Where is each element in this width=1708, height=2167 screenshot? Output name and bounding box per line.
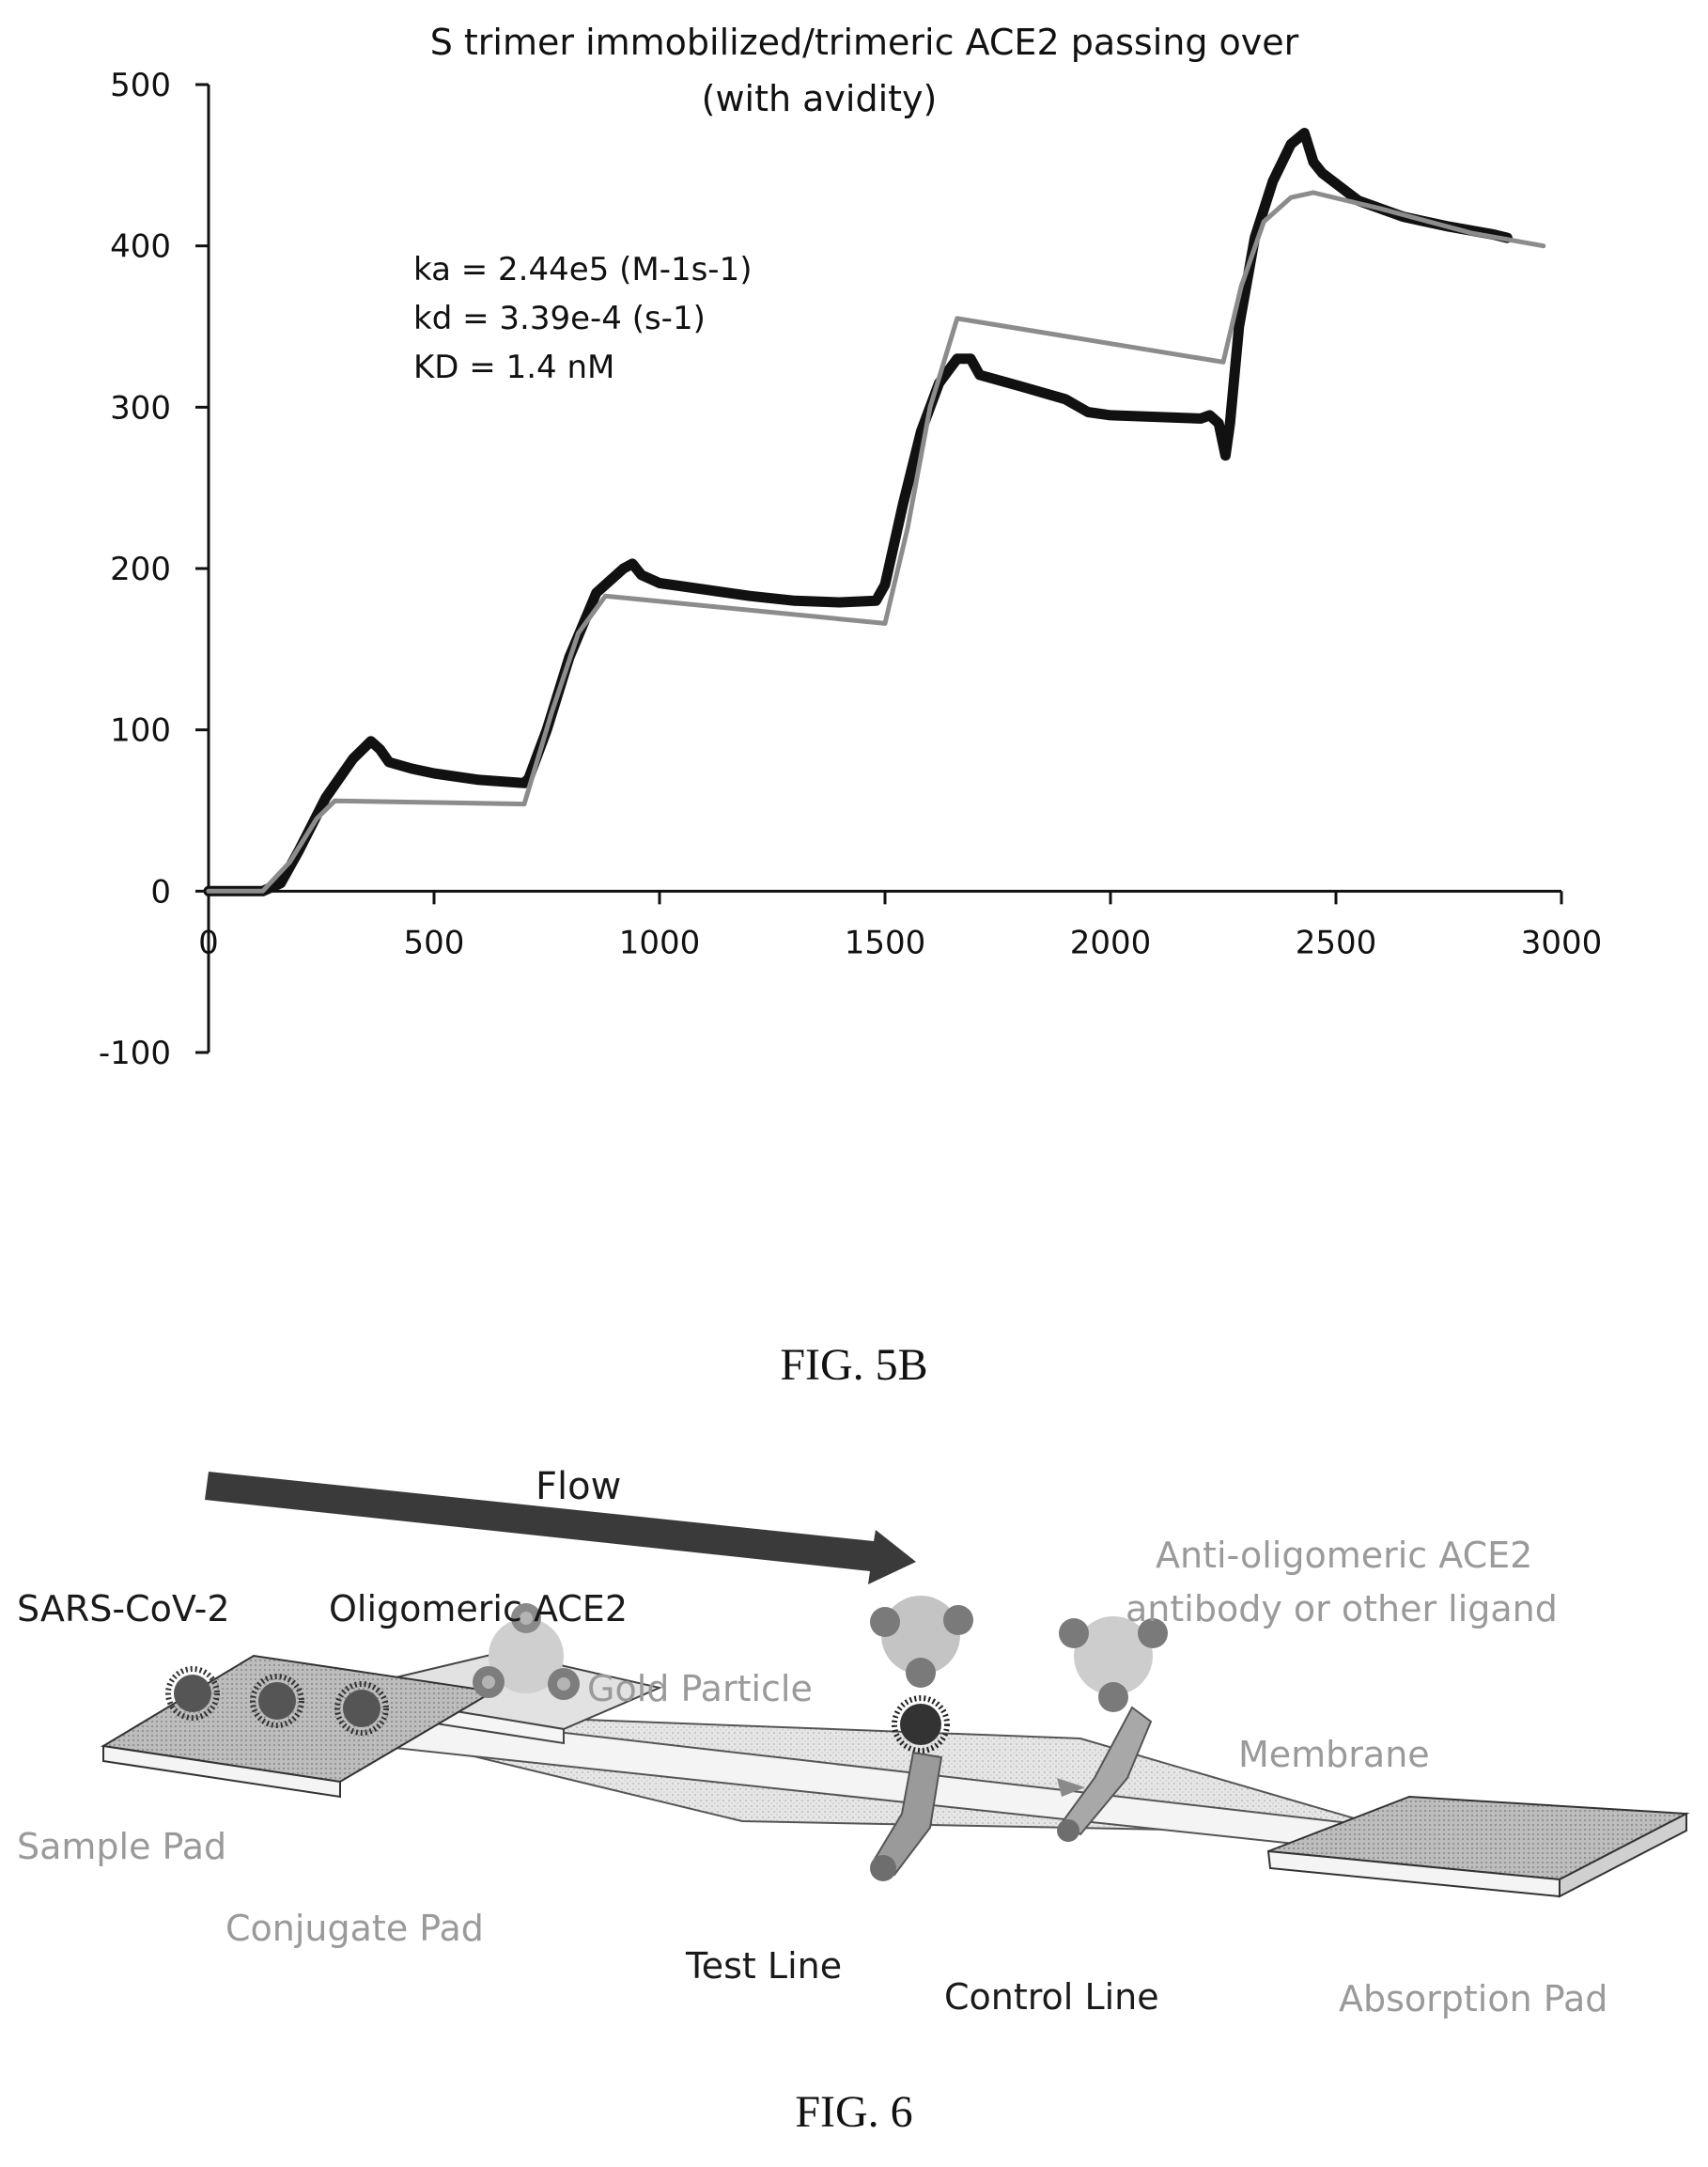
fig-6-caption: FIG. 6 xyxy=(795,2087,913,2137)
y-tick-label: 200 xyxy=(110,551,171,588)
label-test-line: Test Line xyxy=(685,1945,842,1987)
x-tick-label: 500 xyxy=(404,924,465,961)
binding-kinetics-chart: S trimer immobilized/trimeric ACE2 passi… xyxy=(99,22,1602,1072)
sars-cov-2-virus-icon-2 xyxy=(250,1674,304,1728)
y-tick-label: 0 xyxy=(150,873,171,911)
label-membrane: Membrane xyxy=(1238,1734,1430,1775)
x-tick-label: 1500 xyxy=(845,924,926,961)
chart-title-line2: (with avidity) xyxy=(702,78,938,119)
y-tick-label: 100 xyxy=(110,712,171,750)
oligomeric-ace2-icon xyxy=(473,1603,580,1700)
x-tick-label: 3000 xyxy=(1521,924,1603,961)
chart-series xyxy=(203,128,1546,896)
flow-arrow xyxy=(205,1472,916,1584)
flow-label: Flow xyxy=(536,1465,621,1508)
annotation-kd: kd = 3.39e-4 (s-1) xyxy=(413,300,706,337)
label-absorption-pad: Absorption Pad xyxy=(1339,1978,1607,2019)
measured-sensorgram-line xyxy=(203,128,1513,896)
label-gold-particle: Gold Particle xyxy=(587,1668,813,1709)
y-tick-labels: -100 0 100 200 300 400 500 xyxy=(99,67,209,1072)
fig-5b-caption: FIG. 5B xyxy=(780,1340,928,1390)
label-sample-pad: Sample Pad xyxy=(17,1826,226,1867)
label-control-line: Control Line xyxy=(944,1976,1159,2018)
y-tick-label: 500 xyxy=(110,67,171,104)
x-tick-label: 2500 xyxy=(1296,924,1377,961)
y-tick-label: 400 xyxy=(110,228,171,266)
label-conjugate-pad: Conjugate Pad xyxy=(225,1908,484,1949)
annotation-KD: KD = 1.4 nM xyxy=(413,349,614,386)
x-tick-label: 0 xyxy=(198,924,219,961)
label-sars-cov-2: SARS-CoV-2 xyxy=(17,1588,230,1629)
label-anti-oligomeric-line1: Anti-oligomeric ACE2 xyxy=(1156,1535,1532,1576)
y-tick-label: 300 xyxy=(110,389,171,427)
sars-cov-2-virus-icon-3 xyxy=(334,1681,389,1736)
absorption-pad-side xyxy=(1559,1812,1687,1898)
sample-pad-edge xyxy=(102,1744,341,1799)
control-line-complex-icon xyxy=(1057,1616,1168,1842)
lateral-flow-diagram: Flow xyxy=(17,1465,1690,2019)
label-anti-oligomeric-line2: antibody or other ligand xyxy=(1126,1588,1558,1629)
x-tick-labels: 0 500 1000 1500 2000 2500 3000 xyxy=(198,891,1602,961)
sars-cov-2-virus-icon-1 xyxy=(165,1666,220,1721)
label-oligomeric-ace2: Oligomeric ACE2 xyxy=(329,1588,628,1629)
fit-curve-line xyxy=(206,190,1546,894)
x-tick-label: 2000 xyxy=(1070,924,1152,961)
x-tick-label: 1000 xyxy=(619,924,701,961)
annotation-ka: ka = 2.44e5 (M-1s-1) xyxy=(413,251,752,288)
test-line-complex-icon xyxy=(870,1596,973,1881)
y-tick-label: -100 xyxy=(99,1035,171,1072)
chart-title-line1: S trimer immobilized/trimeric ACE2 passi… xyxy=(430,22,1299,63)
